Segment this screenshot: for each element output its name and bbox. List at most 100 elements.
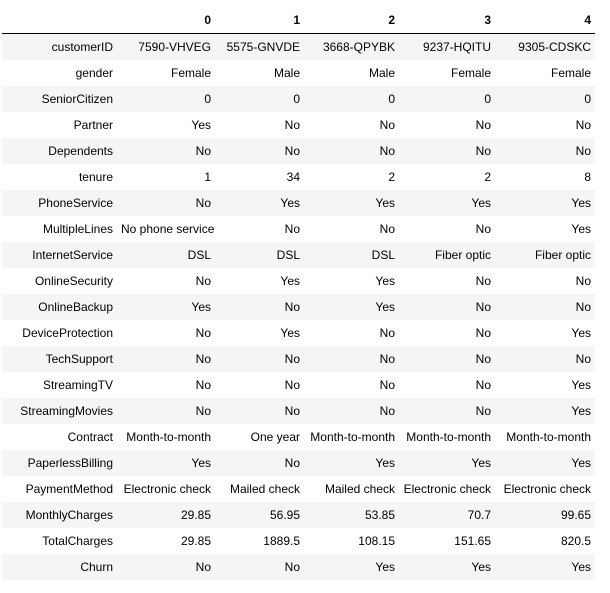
- table-row: customerID 7590-VHVEG 5575-GNVDE 3668-QP…: [2, 33, 595, 60]
- cell: Yes: [375, 300, 395, 314]
- cell: Electronic check: [403, 482, 491, 496]
- cell: No: [475, 118, 491, 132]
- cell: 53.85: [364, 508, 395, 522]
- row-label: PaperlessBilling: [27, 456, 113, 470]
- table-row: DeviceProtection No Yes No No Yes: [2, 320, 595, 346]
- cell: Yes: [471, 560, 491, 574]
- cell: 7590-VHVEG: [138, 40, 211, 54]
- table-row: OnlineSecurity No Yes Yes No No: [2, 268, 595, 294]
- row-label: TotalCharges: [42, 534, 113, 548]
- cell: Yes: [191, 300, 211, 314]
- table-row: TotalCharges 29.85 1889.5 108.15 151.65 …: [2, 528, 595, 554]
- cell: 34: [286, 170, 300, 184]
- table-row: Partner Yes No No No No: [2, 112, 595, 138]
- cell: 1889.5: [263, 534, 300, 548]
- cell: 0: [204, 92, 211, 106]
- row-label: Partner: [73, 118, 113, 132]
- cell: Month-to-month: [126, 430, 211, 444]
- cell: Yes: [571, 196, 591, 210]
- cell: No: [475, 300, 491, 314]
- table-row: gender Female Male Male Female Female: [2, 60, 595, 86]
- column-header: 1: [215, 7, 304, 34]
- table-row: tenure 1 34 2 2 8: [2, 164, 595, 190]
- cell: 820.5: [560, 534, 591, 548]
- cell: Female: [550, 66, 591, 80]
- cell: No: [379, 352, 395, 366]
- cell: 3668-QPYBK: [322, 40, 395, 54]
- cell: Yes: [375, 274, 395, 288]
- cell: 108.15: [358, 534, 395, 548]
- cell: No: [284, 222, 300, 236]
- cell: No: [195, 404, 211, 418]
- cell: No: [575, 352, 591, 366]
- row-label: InternetService: [32, 248, 113, 262]
- cell: 0: [388, 92, 395, 106]
- cell: Yes: [191, 118, 211, 132]
- cell: Yes: [471, 456, 491, 470]
- cell: Yes: [280, 326, 300, 340]
- cell: No: [475, 274, 491, 288]
- cell: No: [195, 352, 211, 366]
- cell: No: [379, 378, 395, 392]
- cell: 9305-CDSKC: [518, 40, 591, 54]
- cell: No: [195, 196, 211, 210]
- cell: Yes: [571, 456, 591, 470]
- cell: 2: [388, 170, 395, 184]
- cell: No: [575, 274, 591, 288]
- column-header: 4: [495, 7, 595, 34]
- cell: Yes: [375, 560, 395, 574]
- cell: DSL: [276, 248, 300, 262]
- cell: Yes: [571, 378, 591, 392]
- table-row: Dependents No No No No No: [2, 138, 595, 164]
- row-label: SeniorCitizen: [41, 92, 113, 106]
- row-label: customerID: [51, 40, 113, 54]
- cell: No: [195, 144, 211, 158]
- table-row: TechSupport No No No No No: [2, 346, 595, 372]
- table-row: Contract Month-to-month One year Month-t…: [2, 424, 595, 450]
- row-label: tenure: [78, 170, 113, 184]
- cell: 56.95: [269, 508, 300, 522]
- cell: Female: [450, 66, 491, 80]
- cell: DSL: [371, 248, 395, 262]
- table-row: StreamingMovies No No No No Yes: [2, 398, 595, 424]
- index-corner-cell: [2, 7, 117, 34]
- cell: No: [475, 326, 491, 340]
- cell: Mailed check: [229, 482, 300, 496]
- cell: No: [284, 352, 300, 366]
- cell: 99.65: [560, 508, 591, 522]
- cell: Male: [368, 66, 395, 80]
- row-label: MultipleLines: [42, 222, 113, 236]
- table-row: StreamingTV No No No No Yes: [2, 372, 595, 398]
- cell: No: [475, 352, 491, 366]
- cell: 0: [584, 92, 591, 106]
- cell: 8: [584, 170, 591, 184]
- cell: No: [284, 404, 300, 418]
- column-header: 0: [117, 7, 215, 34]
- cell: DSL: [187, 248, 211, 262]
- table-row: MultipleLines No phone service No No No …: [2, 216, 595, 242]
- cell: Month-to-month: [406, 430, 491, 444]
- cell: No: [379, 144, 395, 158]
- table-row: PaperlessBilling Yes No Yes Yes Yes: [2, 450, 595, 476]
- cell: No phone service: [121, 222, 215, 236]
- row-label: PaymentMethod: [25, 482, 113, 496]
- cell: Yes: [280, 196, 300, 210]
- cell: Month-to-month: [506, 430, 591, 444]
- cell: Yes: [571, 560, 591, 574]
- table-row: PhoneService No Yes Yes Yes Yes: [2, 190, 595, 216]
- cell: Month-to-month: [310, 430, 395, 444]
- cell: No: [284, 300, 300, 314]
- table-row: Churn No No Yes Yes Yes: [2, 554, 595, 580]
- row-label: StreamingMovies: [20, 404, 113, 418]
- cell: No: [195, 378, 211, 392]
- cell: 29.85: [180, 534, 211, 548]
- cell: No: [475, 404, 491, 418]
- cell: Yes: [280, 274, 300, 288]
- cell: No: [475, 378, 491, 392]
- row-label: Dependents: [48, 144, 113, 158]
- cell: No: [575, 300, 591, 314]
- cell: 2: [484, 170, 491, 184]
